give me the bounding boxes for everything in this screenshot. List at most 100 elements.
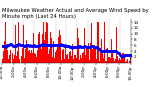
Bar: [74, 58, 75, 63]
Bar: [72, 44, 73, 63]
Bar: [91, 23, 92, 63]
Bar: [26, 40, 27, 63]
Bar: [13, 59, 14, 63]
Bar: [127, 59, 128, 63]
Bar: [108, 57, 109, 63]
Bar: [102, 53, 103, 63]
Bar: [20, 22, 21, 63]
Bar: [125, 62, 126, 63]
Bar: [5, 22, 6, 63]
Bar: [111, 39, 112, 63]
Bar: [37, 50, 38, 63]
Bar: [44, 40, 45, 63]
Bar: [107, 48, 108, 63]
Bar: [54, 58, 55, 63]
Bar: [50, 32, 51, 63]
Bar: [7, 50, 8, 63]
Bar: [115, 59, 116, 63]
Bar: [21, 56, 22, 63]
Bar: [19, 59, 20, 63]
Bar: [55, 52, 56, 63]
Bar: [114, 61, 115, 63]
Bar: [31, 50, 32, 63]
Bar: [123, 53, 124, 63]
Bar: [52, 57, 53, 63]
Bar: [130, 57, 131, 63]
Bar: [100, 48, 101, 63]
Bar: [49, 49, 50, 63]
Bar: [109, 57, 110, 63]
Bar: [79, 60, 80, 63]
Bar: [36, 57, 37, 63]
Bar: [77, 28, 78, 63]
Bar: [126, 61, 127, 63]
Bar: [45, 32, 46, 63]
Bar: [86, 48, 87, 63]
Bar: [103, 58, 104, 63]
Bar: [56, 50, 57, 63]
Bar: [39, 32, 40, 63]
Bar: [128, 54, 129, 63]
Bar: [59, 30, 60, 63]
Bar: [124, 57, 125, 63]
Bar: [64, 59, 65, 63]
Bar: [113, 58, 114, 63]
Bar: [116, 27, 117, 63]
Bar: [66, 55, 67, 63]
Bar: [121, 54, 122, 63]
Bar: [27, 44, 28, 63]
Bar: [85, 55, 86, 63]
Bar: [112, 51, 113, 63]
Bar: [68, 59, 69, 63]
Bar: [25, 49, 26, 63]
Bar: [120, 60, 121, 63]
Bar: [75, 55, 76, 63]
Bar: [34, 53, 35, 63]
Bar: [57, 44, 58, 63]
Bar: [119, 55, 120, 63]
Bar: [101, 39, 102, 63]
Bar: [69, 52, 70, 63]
Bar: [104, 22, 105, 63]
Bar: [32, 53, 33, 63]
Bar: [3, 51, 4, 63]
Bar: [95, 47, 96, 63]
Bar: [10, 50, 11, 63]
Bar: [76, 58, 77, 63]
Bar: [17, 51, 18, 63]
Bar: [18, 22, 19, 63]
Bar: [110, 41, 111, 63]
Bar: [60, 35, 61, 63]
Bar: [62, 50, 63, 63]
Bar: [33, 33, 34, 63]
Bar: [70, 51, 71, 63]
Bar: [80, 55, 81, 63]
Bar: [87, 49, 88, 63]
Bar: [118, 60, 119, 63]
Bar: [88, 43, 89, 63]
Bar: [12, 53, 13, 63]
Bar: [61, 60, 62, 63]
Bar: [11, 43, 12, 63]
Bar: [65, 43, 66, 63]
Bar: [122, 53, 123, 63]
Bar: [47, 59, 48, 63]
Bar: [90, 43, 91, 63]
Bar: [73, 59, 74, 63]
Bar: [94, 45, 95, 63]
Bar: [117, 56, 118, 63]
Bar: [46, 22, 47, 63]
Bar: [23, 25, 24, 63]
Bar: [99, 61, 100, 63]
Bar: [9, 55, 10, 63]
Bar: [71, 56, 72, 63]
Bar: [42, 33, 43, 63]
Bar: [53, 41, 54, 63]
Bar: [28, 51, 29, 63]
Bar: [29, 50, 30, 63]
Bar: [84, 28, 85, 63]
Bar: [35, 54, 36, 63]
Bar: [89, 60, 90, 63]
Bar: [24, 58, 25, 63]
Bar: [8, 59, 9, 63]
